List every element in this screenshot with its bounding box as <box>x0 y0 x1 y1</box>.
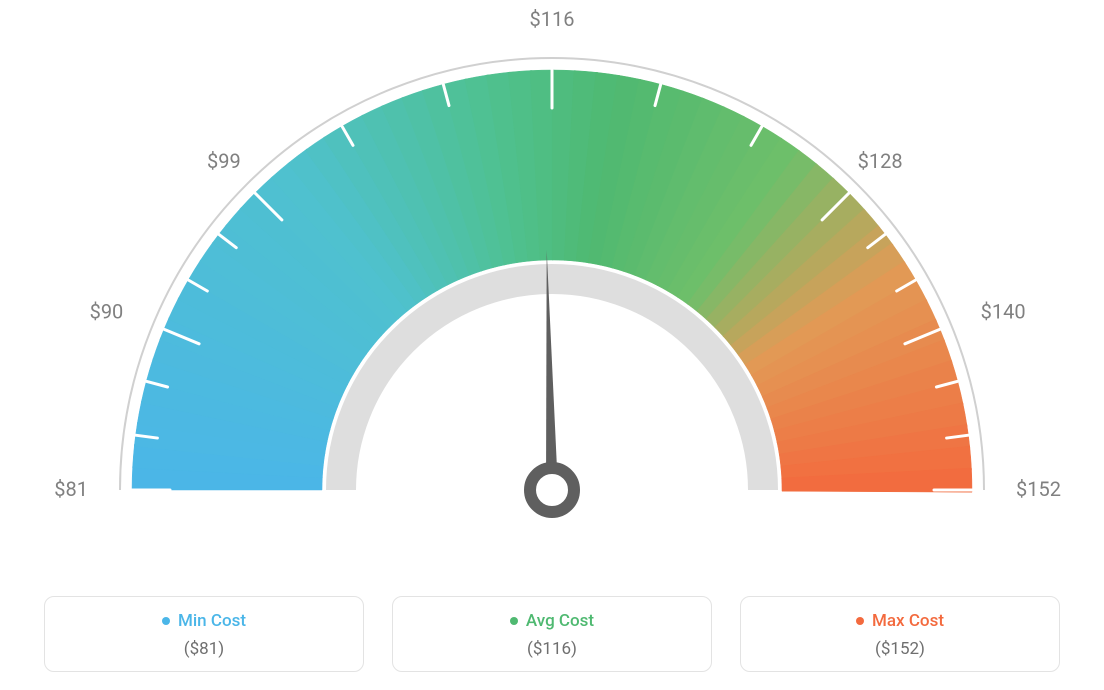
gauge-tick-label: $128 <box>858 149 903 173</box>
legend-row: Min Cost ($81) Avg Cost ($116) Max Cost … <box>0 596 1104 672</box>
gauge-svg: $81 $90 $99 $116 $128 $140 $152 <box>0 0 1104 560</box>
legend-label-line: Avg Cost <box>403 611 701 631</box>
legend-value-min: ($81) <box>55 639 353 659</box>
gauge-needle-hub <box>530 468 574 512</box>
legend-dot-min <box>162 617 170 625</box>
legend-card-avg: Avg Cost ($116) <box>392 596 712 672</box>
legend-label-avg: Avg Cost <box>526 611 594 631</box>
legend-dot-avg <box>510 617 518 625</box>
cost-gauge: $81 $90 $99 $116 $128 $140 $152 <box>0 0 1104 560</box>
legend-card-max: Max Cost ($152) <box>740 596 1060 672</box>
gauge-tick-label: $140 <box>981 299 1026 323</box>
legend-label-line: Min Cost <box>55 611 353 631</box>
gauge-tick-label: $99 <box>207 149 241 173</box>
gauge-tick-label: $116 <box>530 7 575 31</box>
legend-card-min: Min Cost ($81) <box>44 596 364 672</box>
gauge-tick-label: $81 <box>54 477 88 501</box>
legend-value-avg: ($116) <box>403 639 701 659</box>
legend-label-line: Max Cost <box>751 611 1049 631</box>
legend-label-max: Max Cost <box>872 611 944 631</box>
gauge-tick-label: $90 <box>90 299 124 323</box>
legend-value-max: ($152) <box>751 639 1049 659</box>
gauge-tick-label: $152 <box>1016 477 1061 501</box>
legend-dot-max <box>856 617 864 625</box>
legend-label-min: Min Cost <box>178 611 246 631</box>
